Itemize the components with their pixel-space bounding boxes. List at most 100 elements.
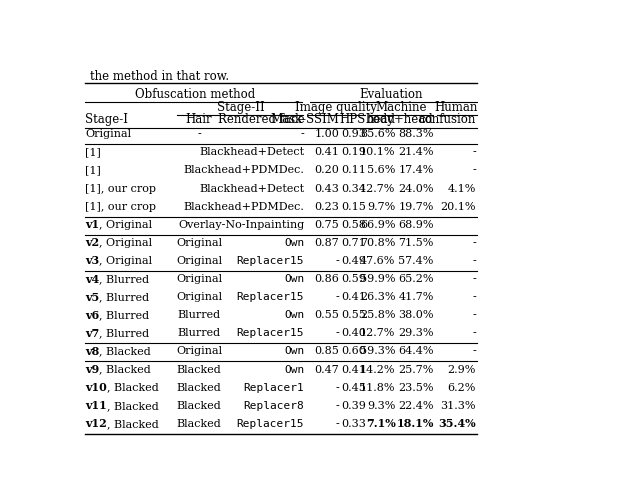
Text: 64.4%: 64.4% — [398, 346, 434, 356]
Text: -: - — [300, 130, 304, 140]
Text: Blackhead+Detect: Blackhead+Detect — [199, 184, 304, 194]
Text: -: - — [472, 328, 476, 338]
Text: v11, Blacked: v11, Blacked — [85, 400, 157, 410]
Text: -: - — [335, 382, 339, 392]
Text: Blackhead+Detect: Blackhead+Detect — [199, 148, 304, 158]
Text: 0.47: 0.47 — [315, 364, 339, 374]
Text: Replacer8: Replacer8 — [243, 400, 304, 410]
Text: , Blurred: , Blurred — [99, 310, 149, 320]
Text: 66.9%: 66.9% — [360, 220, 396, 230]
Text: 0.55: 0.55 — [341, 310, 365, 320]
Text: confusion: confusion — [419, 113, 476, 126]
Text: 24.0%: 24.0% — [398, 184, 434, 194]
Text: v1: v1 — [85, 220, 99, 230]
Text: Original: Original — [176, 256, 222, 266]
Text: 0.60: 0.60 — [341, 346, 365, 356]
Text: v7, Blurred: v7, Blurred — [85, 328, 148, 338]
Text: , Blurred: , Blurred — [99, 328, 149, 338]
Text: 85.6%: 85.6% — [360, 130, 396, 140]
Text: 0.49: 0.49 — [341, 256, 365, 266]
Text: 19.7%: 19.7% — [398, 202, 434, 211]
Text: Evaluation: Evaluation — [360, 88, 423, 101]
Text: 9.7%: 9.7% — [367, 202, 396, 211]
Text: v5, Blurred: v5, Blurred — [85, 292, 148, 302]
Text: 17.4%: 17.4% — [398, 166, 434, 175]
Text: 0.93: 0.93 — [341, 130, 365, 140]
Text: Stage-I: Stage-I — [85, 113, 128, 126]
Text: 88.3%: 88.3% — [398, 130, 434, 140]
Text: 0.23: 0.23 — [314, 202, 339, 211]
Text: -: - — [472, 274, 476, 284]
Text: 0.20: 0.20 — [314, 166, 339, 175]
Text: 21.4%: 21.4% — [398, 148, 434, 158]
Text: -: - — [472, 346, 476, 356]
Text: 4.1%: 4.1% — [447, 184, 476, 194]
Text: v12: v12 — [85, 418, 107, 430]
Text: Replacer15: Replacer15 — [237, 292, 304, 302]
Text: Replacer1: Replacer1 — [243, 382, 304, 392]
Text: v12, Blacked: v12, Blacked — [85, 419, 157, 429]
Text: Mask-SSIM: Mask-SSIM — [271, 113, 339, 126]
Text: 0.40: 0.40 — [341, 328, 365, 338]
Text: v5: v5 — [85, 292, 99, 302]
Text: , Blacked: , Blacked — [99, 364, 151, 374]
Text: 18.1%: 18.1% — [396, 418, 434, 430]
Text: v4: v4 — [85, 274, 99, 284]
Text: 0.11: 0.11 — [341, 166, 365, 175]
Text: 0.43: 0.43 — [314, 184, 339, 194]
Text: 10.1%: 10.1% — [360, 148, 396, 158]
Text: 70.8%: 70.8% — [360, 238, 396, 248]
Text: the method in that row.: the method in that row. — [90, 70, 229, 82]
Text: 6.2%: 6.2% — [447, 382, 476, 392]
Text: 65.2%: 65.2% — [398, 274, 434, 284]
Text: 0.87: 0.87 — [315, 238, 339, 248]
Text: 0.41: 0.41 — [314, 148, 339, 158]
Text: Original: Original — [176, 274, 222, 284]
Text: -: - — [335, 400, 339, 410]
Text: Own: Own — [284, 346, 304, 356]
Text: 0.85: 0.85 — [314, 346, 339, 356]
Text: 22.4%: 22.4% — [398, 400, 434, 410]
Text: Human: Human — [434, 101, 477, 114]
Text: 25.8%: 25.8% — [360, 310, 396, 320]
Text: 59.9%: 59.9% — [360, 274, 396, 284]
Text: , Blacked: , Blacked — [107, 419, 159, 429]
Text: Blackhead+PDMDec.: Blackhead+PDMDec. — [183, 166, 304, 175]
Text: 0.41: 0.41 — [341, 292, 365, 302]
Text: 41.7%: 41.7% — [398, 292, 434, 302]
Text: Own: Own — [284, 274, 304, 284]
Text: Blacked: Blacked — [177, 419, 221, 429]
Text: Replacer15: Replacer15 — [237, 419, 304, 429]
Text: 14.2%: 14.2% — [360, 364, 396, 374]
Text: 12.7%: 12.7% — [360, 328, 396, 338]
Text: 20.1%: 20.1% — [440, 202, 476, 211]
Text: v4, Blurred: v4, Blurred — [85, 274, 148, 284]
Text: HPS: HPS — [339, 113, 365, 126]
Text: -: - — [472, 310, 476, 320]
Text: 0.71: 0.71 — [341, 238, 365, 248]
Text: 71.5%: 71.5% — [398, 238, 434, 248]
Text: , Blurred: , Blurred — [99, 274, 149, 284]
Text: Own: Own — [284, 310, 304, 320]
Text: Stage-II: Stage-II — [218, 101, 265, 114]
Text: 47.6%: 47.6% — [360, 256, 396, 266]
Text: head: head — [367, 113, 396, 126]
Text: 68.9%: 68.9% — [398, 220, 434, 230]
Text: Overlay-No-Inpainting: Overlay-No-Inpainting — [178, 220, 304, 230]
Text: v7: v7 — [85, 328, 99, 339]
Text: v8, Blacked: v8, Blacked — [85, 346, 150, 356]
Text: 23.5%: 23.5% — [398, 382, 434, 392]
Text: v6: v6 — [85, 310, 99, 321]
Text: -: - — [472, 256, 476, 266]
Text: 0.75: 0.75 — [315, 220, 339, 230]
Text: , Blacked: , Blacked — [99, 346, 151, 356]
Text: -: - — [472, 238, 476, 248]
Text: , Blurred: , Blurred — [99, 292, 149, 302]
Text: -: - — [335, 419, 339, 429]
Text: 0.86: 0.86 — [314, 274, 339, 284]
Text: 11.8%: 11.8% — [360, 382, 396, 392]
Text: 0.58: 0.58 — [341, 220, 365, 230]
Text: 57.4%: 57.4% — [398, 256, 434, 266]
Text: Original: Original — [85, 130, 131, 140]
Text: -: - — [472, 148, 476, 158]
